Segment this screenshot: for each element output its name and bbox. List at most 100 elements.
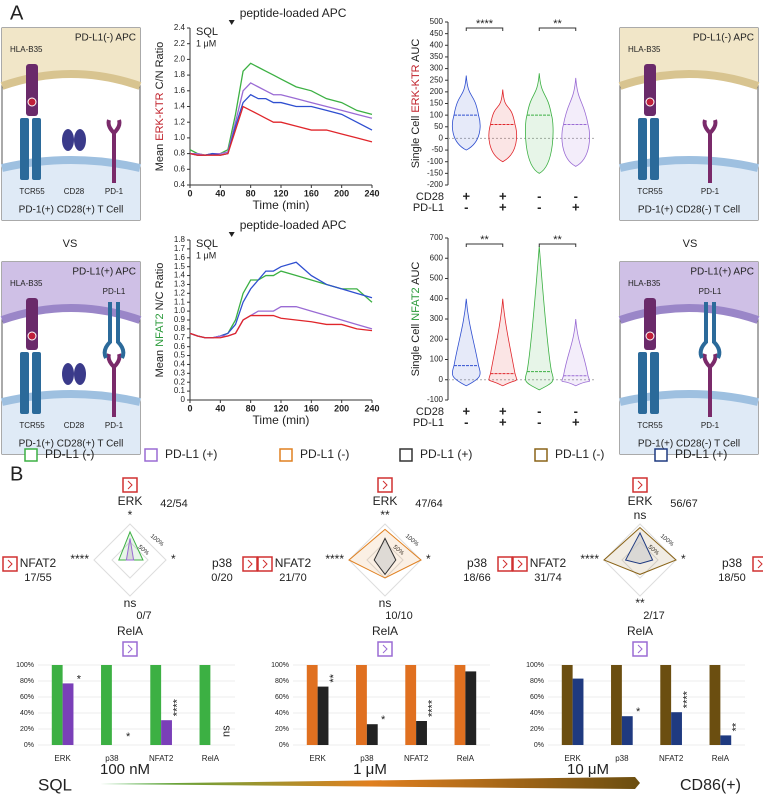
marker-icon-glyph xyxy=(127,644,133,654)
tcell-label: PD-1(+) CD28(+) T Cell xyxy=(19,205,124,216)
radar-axis-label: ERK xyxy=(373,494,398,508)
hla xyxy=(644,64,656,116)
marker-icon xyxy=(377,477,393,493)
radar-count: 18/50 xyxy=(718,572,746,584)
y-tick-label: -100 xyxy=(427,157,444,166)
series-line xyxy=(189,314,373,339)
apc-label: PD-L1(-) APC xyxy=(693,33,754,44)
bar xyxy=(465,671,477,745)
sig-label: **** xyxy=(426,699,438,717)
y-tick-label: 0.8 xyxy=(174,149,186,158)
x-tick-label: 0 xyxy=(187,403,192,413)
radar-axis-label: RelA xyxy=(117,624,143,638)
violin xyxy=(561,77,590,167)
bar xyxy=(572,678,584,745)
radar-ring xyxy=(93,523,167,597)
cd28 xyxy=(62,129,74,151)
marker-icon xyxy=(512,556,528,572)
marker-icon-glyph xyxy=(247,559,253,569)
y-tick-label: 1.6 xyxy=(174,253,186,262)
pd1-label: PD-1 xyxy=(701,421,720,430)
peptide xyxy=(645,331,655,341)
bar xyxy=(199,665,211,745)
y-tick-label: 300 xyxy=(430,64,444,73)
hla xyxy=(26,298,38,350)
y-tick-label: 300 xyxy=(430,314,444,323)
y-tick-label: 0.1 xyxy=(174,386,186,395)
y-tick-label: -50 xyxy=(431,145,443,154)
radar-ring xyxy=(621,541,659,579)
hla-label: HLA-B35 xyxy=(10,279,43,288)
radar-area xyxy=(624,531,654,565)
x-tick-label: NFAT2 xyxy=(404,754,429,763)
y-tick-label: 100% xyxy=(526,662,544,669)
y-tick-label: 1.5 xyxy=(174,262,186,271)
y-tick-label: 0% xyxy=(24,742,34,749)
legend-swatch xyxy=(279,448,293,462)
radar-count: 56/67 xyxy=(670,498,698,510)
y-tick-label: 0% xyxy=(534,742,544,749)
sig-bracket xyxy=(465,27,504,31)
y-tick-label: 2.4 xyxy=(174,23,186,32)
pd1 xyxy=(702,353,718,417)
pd1 xyxy=(106,353,122,417)
radar-count: 42/54 xyxy=(160,498,188,510)
sig-label: ns xyxy=(221,725,233,737)
vs-label: VS xyxy=(63,238,78,250)
gradient-stop-label: 1 μM xyxy=(353,761,387,778)
condition: 1 μM xyxy=(196,250,216,260)
y-tick-label: 100 xyxy=(430,110,444,119)
y-tick-label: 0.4 xyxy=(174,180,186,189)
y-tick-label: 0.6 xyxy=(174,164,186,173)
tcell-label: PD-1(+) CD28(-) T Cell xyxy=(638,205,740,216)
y-label-part: NFAT2 xyxy=(154,313,166,346)
sig-label: * xyxy=(126,731,131,743)
bar xyxy=(150,665,162,745)
marker-icon-glyph xyxy=(382,480,388,490)
gradient-label: SQL xyxy=(38,775,72,794)
y-tick-label: 1.7 xyxy=(174,244,186,253)
bar xyxy=(454,665,466,745)
violin xyxy=(488,89,517,163)
hla xyxy=(644,298,656,350)
y-label-part: Mean xyxy=(154,141,166,172)
cd28 xyxy=(74,363,86,385)
y-tick-label: 60% xyxy=(20,694,34,701)
y-tick-label: 250 xyxy=(430,75,444,84)
x-tick-label: 160 xyxy=(304,188,319,198)
legend-label: PD-L1 (-) xyxy=(555,447,604,461)
condition-sign: + xyxy=(462,403,470,418)
marker-icon-glyph xyxy=(637,480,643,490)
y-label-part: N/C Ratio xyxy=(154,263,166,314)
y-tick-label: 20% xyxy=(530,726,544,733)
x-tick-label: 40 xyxy=(215,403,225,413)
y-tick-label: 1.4 xyxy=(174,271,186,280)
radar-area xyxy=(373,537,397,576)
condition-sign: - xyxy=(574,188,578,203)
marker-icon-glyph xyxy=(7,559,13,569)
y-axis-label: Mean ERK-KTR C/N Ratio xyxy=(154,42,166,172)
x-tick-label: NFAT2 xyxy=(149,754,174,763)
gradient-stop-label: 10 μM xyxy=(567,761,609,778)
y-tick-label: 1.0 xyxy=(174,306,186,315)
condition: SQL xyxy=(196,238,218,250)
panel-label: B xyxy=(10,463,23,485)
x-tick-label: 240 xyxy=(364,188,379,198)
y-tick-label: 0.3 xyxy=(174,368,186,377)
y-tick-label: 0% xyxy=(279,742,289,749)
apc-membrane xyxy=(0,304,142,324)
marker-icon xyxy=(752,556,763,572)
tcell-membrane xyxy=(619,156,759,172)
hla xyxy=(26,64,38,116)
y-tick-label: 0 xyxy=(181,395,186,404)
condition-sign: - xyxy=(464,414,468,429)
condition-sign: - xyxy=(464,199,468,214)
legend-swatch xyxy=(534,448,548,462)
apc-membrane xyxy=(618,304,760,324)
y-tick-label: -200 xyxy=(427,180,444,189)
apc-membrane xyxy=(0,70,142,90)
x-axis-label: Time (min) xyxy=(253,198,310,212)
radar-count: 31/74 xyxy=(534,572,562,584)
pd1-label: PD-1 xyxy=(701,187,720,196)
marker-icon-glyph xyxy=(502,559,508,569)
